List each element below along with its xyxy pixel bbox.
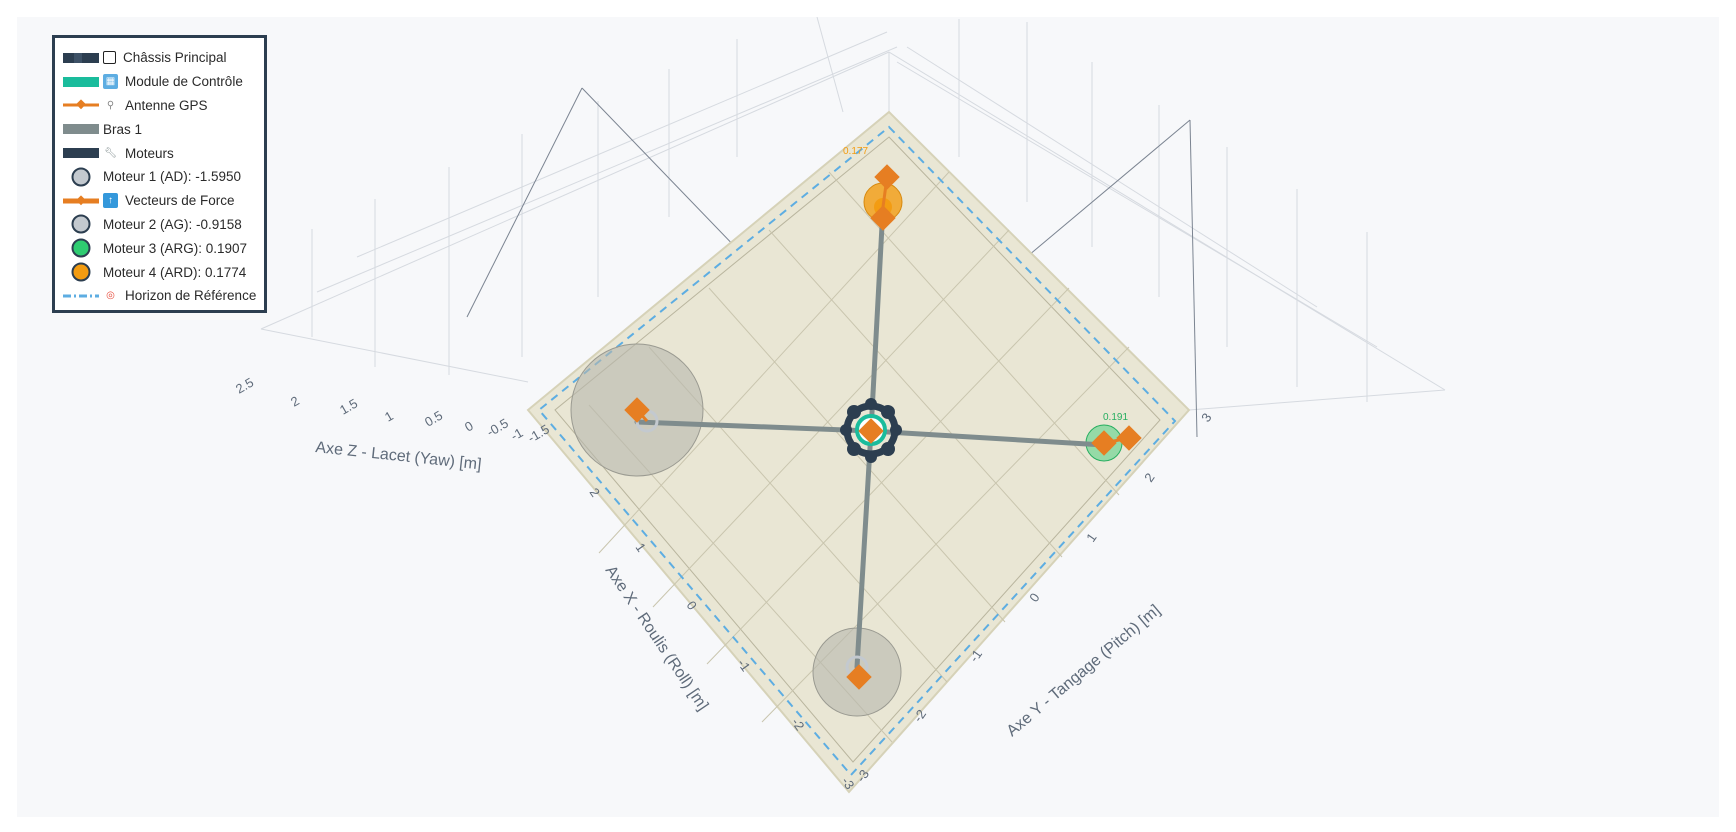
z-tick: 1 bbox=[382, 408, 396, 425]
y-tick: 1 bbox=[1083, 530, 1099, 545]
3d-scene[interactable]: 0.177 0.191 2.5 2 1.5 1 0.5 0 -0.5 -1 -1… bbox=[17, 17, 1719, 817]
z-tick: -1 bbox=[508, 425, 526, 444]
legend-label: Horizon de Référence bbox=[125, 288, 257, 304]
arms bbox=[634, 204, 1107, 670]
legend-label: Moteur 1 (AD): -1.5950 bbox=[103, 169, 242, 185]
arrow-up-icon: ↑ bbox=[103, 193, 118, 209]
legend-label: Vecteurs de Force bbox=[125, 193, 235, 209]
legend-symbol-circle bbox=[61, 167, 101, 187]
y-tick: 2 bbox=[1141, 470, 1157, 485]
chip-icon: ▦ bbox=[103, 74, 118, 90]
reference-horizon bbox=[537, 125, 1177, 777]
legend-symbol-thick-line bbox=[61, 48, 101, 68]
square-icon bbox=[103, 51, 116, 65]
legend-item-arm[interactable]: Bras 1 bbox=[61, 117, 264, 141]
z-tick: 0.5 bbox=[422, 408, 445, 430]
legend-label: Moteur 2 (AG): -0.9158 bbox=[103, 216, 242, 232]
legend-item-motor-4[interactable]: Moteur 4 (ARD): 0.1774 bbox=[61, 260, 264, 284]
legend-item-motors[interactable]: 🔧︎ Moteurs bbox=[61, 141, 264, 165]
z-tick: 2 bbox=[288, 393, 302, 410]
legend-item-motor-3[interactable]: Moteur 3 (ARG): 0.1907 bbox=[61, 236, 264, 260]
force-vector-heads bbox=[624, 164, 1142, 690]
satellite-icon: ⚲ bbox=[106, 99, 115, 111]
y-axis-title: Axe Y - Tangage (Pitch) [m] bbox=[1004, 602, 1164, 740]
legend-label: Bras 1 bbox=[103, 121, 143, 137]
legend-item-control-module[interactable]: ▦ Module de Contrôle bbox=[61, 70, 264, 94]
z-axis-title: Axe Z - Lacet (Yaw) [m] bbox=[315, 439, 483, 473]
legend-symbol-circle bbox=[61, 238, 101, 258]
legend-label: Module de Contrôle bbox=[125, 74, 243, 90]
legend-symbol-thick-line bbox=[61, 143, 101, 163]
motor-3-value-label: 0.191 bbox=[1103, 412, 1128, 423]
z-tick: 0 bbox=[462, 418, 476, 435]
y-tick: 3 bbox=[1198, 410, 1214, 425]
legend-symbol-line-marker bbox=[61, 191, 101, 211]
back-grid bbox=[260, 17, 1446, 411]
legend-symbol-circle bbox=[61, 214, 101, 234]
legend-symbol-thick-line bbox=[61, 119, 101, 139]
legend-symbol-circle bbox=[61, 262, 101, 282]
legend-label: Antenne GPS bbox=[125, 97, 208, 113]
wrench-icon: 🔧︎ bbox=[104, 147, 117, 159]
legend-label: Châssis Principal bbox=[123, 50, 227, 66]
legend: Châssis Principal ▦ Module de Contrôle ⚲… bbox=[52, 35, 267, 313]
legend-item-force-vectors[interactable]: ↑ Vecteurs de Force bbox=[61, 189, 264, 213]
main-chassis bbox=[840, 398, 902, 463]
target-icon: ◎ bbox=[106, 290, 115, 302]
legend-symbol-dash-line bbox=[61, 286, 101, 306]
y-tick: 0 bbox=[1026, 590, 1042, 605]
legend-item-motor-2[interactable]: Moteur 2 (AG): -0.9158 bbox=[61, 213, 264, 237]
plot-area[interactable]: 0.177 0.191 2.5 2 1.5 1 0.5 0 -0.5 -1 -1… bbox=[17, 17, 1719, 817]
motor-4-value-label: 0.177 bbox=[843, 146, 868, 157]
legend-item-motor-1[interactable]: Moteur 1 (AD): -1.5950 bbox=[61, 165, 264, 189]
legend-symbol-thick-line bbox=[61, 72, 101, 92]
legend-label: Moteur 3 (ARG): 0.1907 bbox=[103, 240, 248, 256]
legend-item-chassis[interactable]: Châssis Principal bbox=[61, 46, 264, 70]
legend-label: Moteurs bbox=[125, 145, 174, 161]
legend-item-gps-antenna[interactable]: ⚲ Antenne GPS bbox=[61, 94, 264, 118]
z-tick: 1.5 bbox=[337, 396, 360, 418]
legend-label: Moteur 4 (ARD): 0.1774 bbox=[103, 264, 247, 280]
z-axis-ticks: 2.5 2 1.5 1 0.5 0 -0.5 -1 -1.5 bbox=[233, 375, 552, 446]
z-tick: -0.5 bbox=[484, 415, 511, 439]
legend-symbol-line-marker bbox=[61, 95, 101, 115]
z-tick: 2.5 bbox=[233, 375, 256, 397]
legend-item-reference-horizon[interactable]: ◎ Horizon de Référence bbox=[61, 284, 264, 308]
